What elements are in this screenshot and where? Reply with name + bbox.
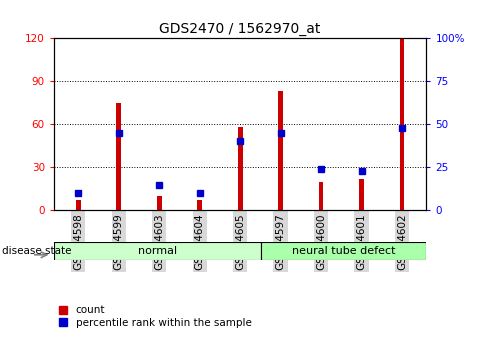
Bar xyxy=(238,127,243,210)
Title: GDS2470 / 1562970_at: GDS2470 / 1562970_at xyxy=(159,21,321,36)
Bar xyxy=(116,103,121,210)
Bar xyxy=(359,179,364,210)
Bar xyxy=(197,200,202,210)
Bar xyxy=(76,200,81,210)
Bar xyxy=(157,196,162,210)
Legend: count, percentile rank within the sample: count, percentile rank within the sample xyxy=(59,305,252,328)
Text: disease state: disease state xyxy=(2,246,72,256)
Bar xyxy=(261,241,426,260)
Bar xyxy=(399,39,404,210)
Bar xyxy=(318,182,323,210)
Text: normal: normal xyxy=(138,246,177,256)
Bar xyxy=(54,241,261,260)
Bar xyxy=(278,91,283,210)
Text: neural tube defect: neural tube defect xyxy=(292,246,395,256)
